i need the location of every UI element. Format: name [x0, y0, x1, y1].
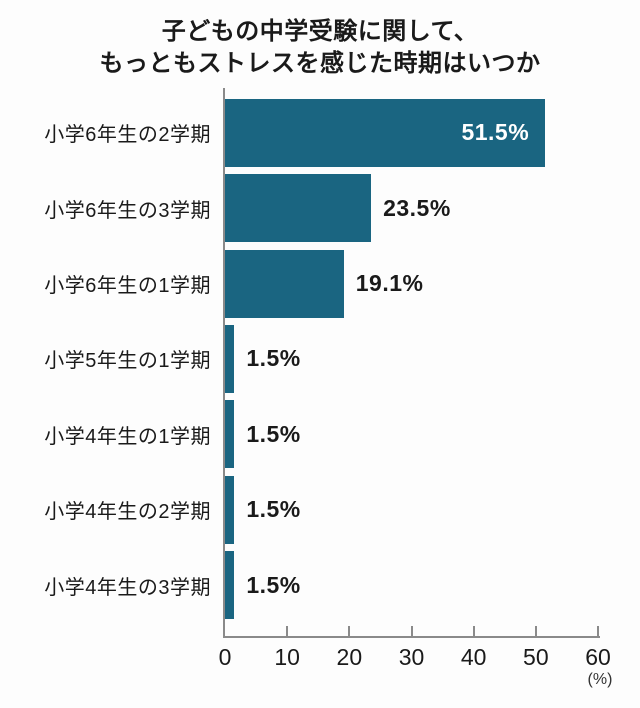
bar	[225, 98, 546, 167]
x-axis-line	[223, 636, 600, 638]
x-axis-tick-label: 50	[523, 644, 549, 670]
x-axis-tick-label: 30	[398, 644, 425, 670]
x-axis-tick	[534, 626, 537, 636]
bar	[225, 174, 372, 243]
chart-title: 子どもの中学受験に関して、 もっともストレスを感じた時期はいつか	[0, 16, 640, 80]
bar	[225, 551, 235, 620]
value-label: 51.5%	[461, 119, 530, 146]
category-label: 小学4年生の1学期	[44, 425, 211, 448]
x-axis-tick-label: 40	[460, 644, 487, 670]
value-label: 1.5%	[246, 571, 301, 598]
x-axis-unit-label: (%)	[587, 671, 613, 688]
x-axis-tick-label: 60	[585, 644, 611, 670]
chart-title-line1: 子どもの中学受験に関して、	[161, 18, 479, 45]
category-label: 小学4年生の3学期	[44, 576, 211, 599]
value-label: 23.5%	[383, 194, 451, 221]
x-axis-tick	[410, 626, 413, 636]
x-axis-tick	[348, 626, 351, 636]
category-label: 小学5年生の1学期	[44, 350, 211, 373]
bar	[225, 324, 235, 393]
y-axis-line	[223, 88, 225, 638]
bar	[225, 249, 344, 318]
category-label: 小学6年生の2学期	[44, 124, 211, 147]
x-axis-tick-label: 20	[336, 644, 363, 670]
x-axis-tick-label: 10	[274, 644, 300, 670]
bar	[225, 400, 235, 469]
bar	[225, 475, 235, 544]
x-axis-tick	[286, 626, 289, 636]
chart-title-line2: もっともストレスを感じた時期はいつか	[99, 50, 541, 77]
category-label: 小学4年生の2学期	[44, 501, 211, 524]
x-axis-tick	[472, 626, 475, 636]
value-label: 1.5%	[246, 496, 301, 523]
category-label: 小学6年生の1学期	[44, 274, 211, 297]
value-label: 1.5%	[246, 420, 301, 447]
value-label: 19.1%	[355, 270, 424, 296]
value-label: 1.5%	[246, 345, 301, 372]
category-label: 小学6年生の3学期	[44, 199, 211, 222]
x-axis-tick	[597, 626, 599, 636]
x-axis-tick-label: 0	[218, 644, 232, 670]
